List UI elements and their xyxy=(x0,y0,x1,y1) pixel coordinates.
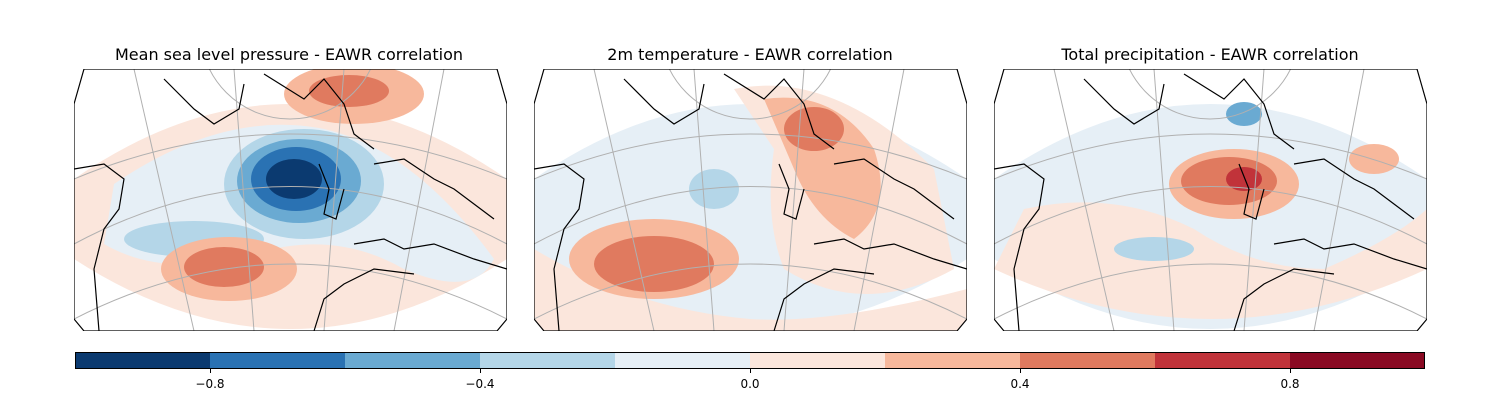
colorbar-bin xyxy=(345,352,481,369)
colorbar-bin xyxy=(480,352,616,369)
colorbar-bin xyxy=(1020,352,1156,369)
colorbar-frame xyxy=(75,352,1425,369)
panel-title-tp: Total precipitation - EAWR correlation xyxy=(1061,45,1359,64)
colorbar-bin xyxy=(750,352,886,369)
colorbar-tick-mark xyxy=(1019,369,1021,373)
colorbar-bin xyxy=(615,352,751,369)
colorbar-tick-label: −0.4 xyxy=(465,377,495,391)
colorbar-tick-mark xyxy=(209,369,211,373)
map-tp xyxy=(994,69,1427,331)
colorbar-tick-mark xyxy=(749,369,751,373)
panel-title-t2m: 2m temperature - EAWR correlation xyxy=(607,45,893,64)
colorbar-bin xyxy=(1290,352,1426,369)
colorbar-tick-label: −0.8 xyxy=(195,377,225,391)
colorbar-bin xyxy=(885,352,1021,369)
colorbar-bin xyxy=(75,352,211,369)
colorbar-tick-mark xyxy=(479,369,481,373)
colorbar-bin xyxy=(210,352,346,369)
map-mslp xyxy=(74,69,507,331)
colorbar-bin xyxy=(1155,352,1291,369)
map-t2m xyxy=(534,69,967,331)
colorbar-tick-label: 0.0 xyxy=(740,377,760,391)
colorbar-tick-label: 0.8 xyxy=(1280,377,1300,391)
colorbar-tick-mark xyxy=(1289,369,1291,373)
colorbar-tick-label: 0.4 xyxy=(1010,377,1030,391)
panel-title-mslp: Mean sea level pressure - EAWR correlati… xyxy=(115,45,463,64)
colorbar xyxy=(75,352,1426,369)
